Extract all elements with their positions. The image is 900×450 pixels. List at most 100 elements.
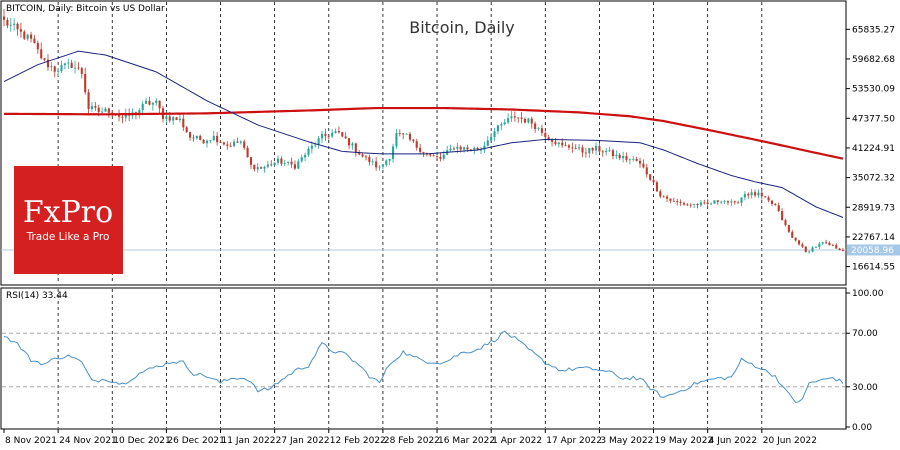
date-tick-label: 11 Jan 2022 (222, 436, 276, 446)
candle-body (439, 156, 442, 159)
candle-body (463, 147, 466, 150)
candle-body (385, 160, 388, 165)
candle-body (828, 242, 831, 246)
candle-body (608, 150, 611, 152)
price-tick-label: 35072.32 (852, 174, 895, 184)
candle-body (720, 201, 723, 203)
candle-body (155, 100, 158, 103)
candle-body (476, 147, 479, 150)
candle-body (574, 148, 577, 150)
candle-body (358, 151, 361, 155)
candle-body (276, 158, 280, 163)
candle-body (696, 204, 699, 206)
candle-body (121, 116, 124, 118)
candle-body (601, 151, 604, 153)
fxpro-logo-name: FxPro (23, 195, 113, 230)
candle-body (50, 66, 53, 68)
candle-body (297, 161, 300, 169)
candle-body (781, 211, 784, 221)
candle-body (344, 136, 347, 139)
date-tick-label: 26 Dec 2021 (167, 436, 225, 446)
candle-body (537, 128, 540, 130)
candle-body (165, 116, 168, 119)
candle-body (770, 200, 774, 204)
candle-body (273, 162, 276, 166)
candle-body (310, 145, 313, 149)
candle-body (530, 118, 533, 124)
candle-body (182, 118, 185, 128)
candle-body (361, 154, 364, 157)
candle-body (638, 160, 642, 164)
candle-body (479, 149, 483, 151)
candle-body (124, 113, 127, 118)
candle-body (571, 147, 574, 149)
candle-body (561, 142, 564, 146)
candle-body (554, 141, 557, 145)
candle-body (699, 202, 702, 206)
fxpro-logo-tagline: Trade Like a Pro (26, 231, 110, 243)
candle-body (615, 154, 618, 157)
candle-body (831, 245, 834, 246)
candle-body (327, 135, 330, 137)
candle-body (375, 161, 378, 168)
candle-body (23, 31, 26, 39)
fxpro-logo: FxPro Trade Like a Pro (14, 166, 123, 274)
candle-body (337, 131, 340, 133)
price-tick-label: 16614.55 (852, 263, 895, 273)
candle-body (53, 66, 56, 72)
candle-body (625, 156, 628, 160)
candle-body (331, 132, 334, 137)
candle-body (320, 133, 324, 139)
candle-body (388, 159, 391, 161)
candle-body (808, 251, 811, 253)
moving-average-fast-line (3, 50, 844, 218)
candle-body (97, 107, 100, 112)
candle-body (710, 203, 713, 205)
candle-body (767, 197, 770, 201)
candle-body (486, 140, 489, 146)
candle-body (354, 143, 357, 152)
candle-body (730, 201, 733, 203)
candle-body (517, 117, 520, 119)
candle-body (290, 161, 293, 165)
candle-body (682, 202, 686, 205)
candle-body (304, 154, 307, 158)
candle-body (422, 151, 425, 153)
candle-body (676, 201, 679, 203)
candle-body (205, 140, 209, 144)
candle-body (287, 161, 290, 163)
candle-body (757, 192, 760, 196)
candle-body (283, 162, 286, 164)
candle-body (185, 127, 188, 133)
candle-body (814, 246, 817, 248)
candle-body (192, 137, 195, 139)
candle-body (263, 166, 266, 169)
date-tick-label: 24 Nov 2021 (59, 436, 117, 446)
candle-body (442, 154, 445, 159)
candle-body (378, 166, 381, 168)
rsi-tick-label: 30.00 (852, 383, 878, 393)
candle-body (175, 117, 178, 121)
candle-body (151, 102, 154, 105)
price-panel-frame (0, 0, 847, 286)
date-tick-label: 19 May 2022 (655, 436, 714, 446)
candle-body (743, 193, 746, 198)
price-tick-label: 22767.14 (852, 233, 895, 243)
candle-body (693, 204, 696, 205)
candle-body (60, 65, 63, 71)
rsi-tick-label: 100.00 (852, 289, 884, 299)
candle-body (716, 200, 719, 202)
candle-body (351, 143, 354, 146)
candle-body (503, 122, 506, 125)
candle-body (723, 201, 726, 203)
rsi-panel: RSI(14) 33.44 (0, 287, 847, 430)
candle-body (452, 148, 455, 150)
candle-body (43, 58, 46, 60)
candle-body (821, 242, 824, 244)
candle-body (523, 118, 527, 123)
candle-body (540, 128, 543, 133)
candle-body (496, 125, 499, 132)
candle-body (6, 19, 9, 26)
